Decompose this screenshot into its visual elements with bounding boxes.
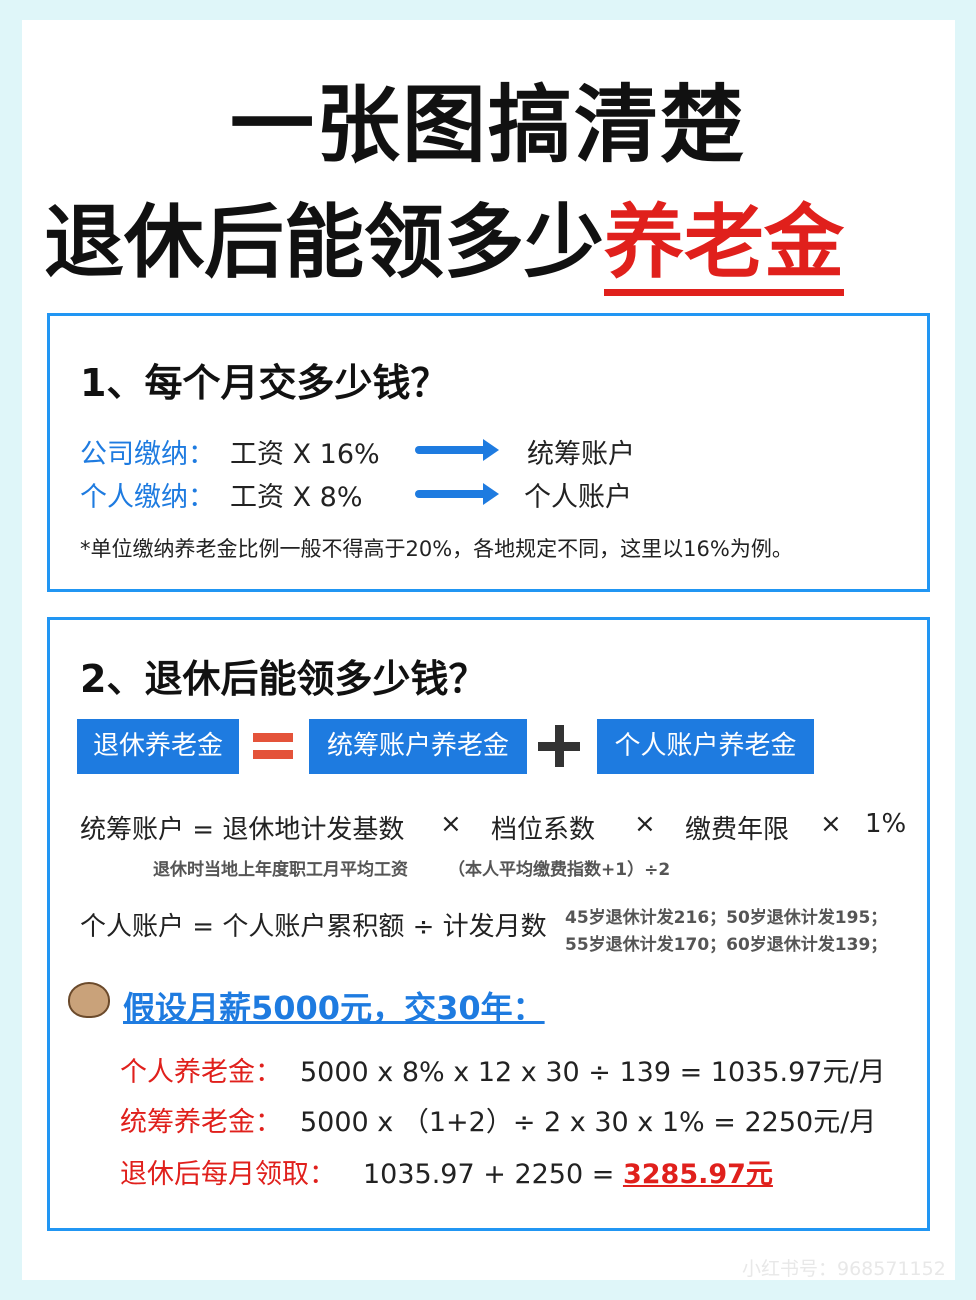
section2-heading: 2、退休后能领多少钱？ (80, 657, 487, 701)
section2-box (47, 617, 930, 1231)
contribution-years: 缴费年限 (685, 815, 790, 845)
arrow-right-icon (415, 439, 499, 461)
company-formula: 工资 X 16% (230, 439, 380, 470)
example-total-label: 退休后每月领取： (120, 1159, 336, 1190)
watermark: 小红书号：968571152 (742, 1258, 946, 1280)
times-sign: × (440, 809, 462, 839)
times-sign: × (820, 809, 842, 839)
example-personal-label: 个人养老金： (120, 1057, 282, 1088)
example-pooled-label: 统筹养老金： (120, 1107, 282, 1138)
company-label: 公司缴纳： (80, 439, 215, 470)
equals-icon (253, 733, 293, 742)
pooled-pension-pill: 统筹账户养老金 (309, 719, 527, 774)
title-line2: 退休后能领多少养老金 (44, 178, 844, 296)
company-target: 统筹账户 (527, 439, 635, 470)
equals-icon-bar (253, 750, 293, 759)
example-total-calc: 1035.97 + 2250 = 3285.97元 (363, 1152, 773, 1191)
total-calc-text: 1035.97 + 2250 = (363, 1159, 623, 1190)
total-result: 3285.97元 (622, 1159, 773, 1190)
section1-heading: 1、每个月交多少钱？ (80, 361, 449, 405)
personal-formula-text: 个人账户 = 个人账户累积额 ÷ 计发月数 (80, 912, 547, 942)
personal-label: 个人缴纳： (80, 482, 215, 513)
personal-formula: 工资 X 8% (230, 482, 363, 513)
grade-note: （本人平均缴费指数+1）÷2 (448, 860, 671, 880)
poster-card (22, 20, 955, 1280)
personal-pension-pill: 个人账户养老金 (597, 719, 814, 774)
times-sign: × (634, 809, 656, 839)
example-personal-calc: 5000 x 8% x 12 x 30 ÷ 139 = 1035.97元/月 (300, 1057, 886, 1088)
title-plain: 退休后能领多少 (44, 196, 604, 289)
one-percent: 1% (865, 809, 907, 839)
grade-factor: 档位系数 (491, 815, 596, 845)
personal-target: 个人账户 (524, 482, 632, 513)
plus-icon-bar (555, 725, 564, 767)
example-heading: 假设月薪5000元，交30年： (123, 989, 545, 1027)
total-pension-pill: 退休养老金 (77, 719, 239, 774)
base-note: 退休时当地上年度职工月平均工资 (153, 860, 408, 880)
example-pooled-calc: 5000 x （1+2）÷ 2 x 30 x 1% = 2250元/月 (300, 1107, 877, 1138)
chestnut-icon (68, 982, 110, 1018)
months-note-1: 45岁退休计发216；50岁退休计发195； (565, 908, 888, 928)
months-note-2: 55岁退休计发170；60岁退休计发139； (565, 935, 888, 955)
pooled-formula-lhs: 统筹账户 = 退休地计发基数 (80, 815, 405, 845)
section1-box (47, 313, 930, 592)
arrow-right-icon (415, 483, 499, 505)
title-line1: 一张图搞清楚 (229, 76, 746, 174)
title-highlight: 养老金 (604, 196, 844, 296)
section1-note: *单位缴纳养老金比例一般不得高于20%，各地规定不同，这里以16%为例。 (80, 537, 793, 561)
